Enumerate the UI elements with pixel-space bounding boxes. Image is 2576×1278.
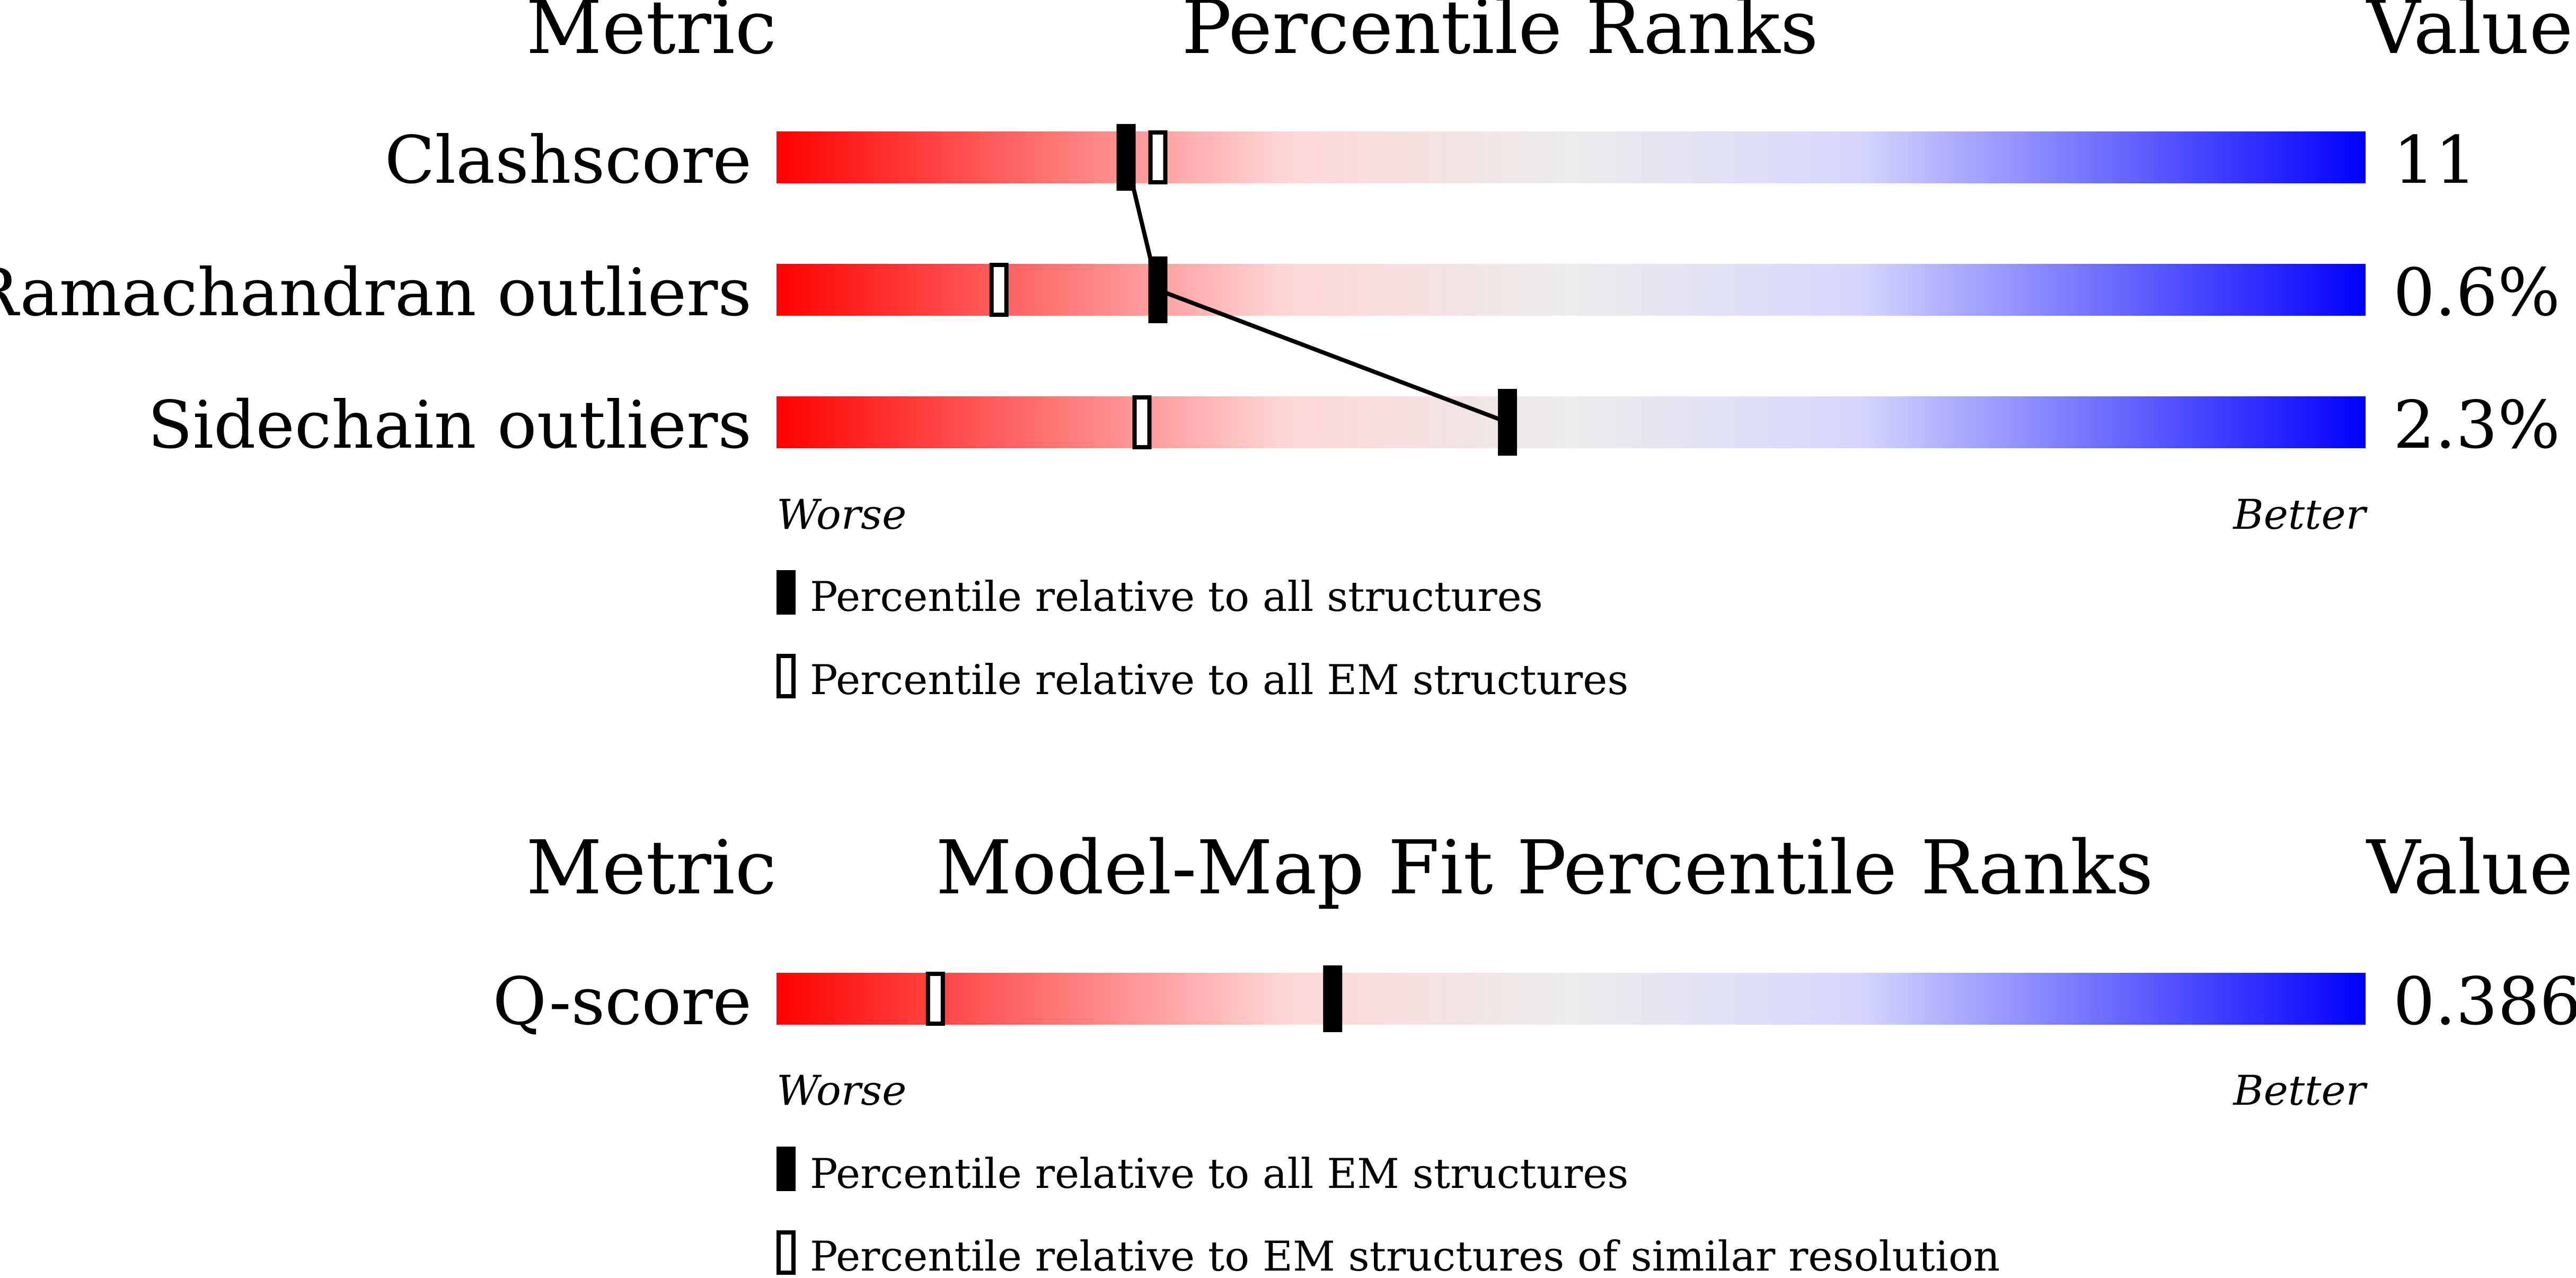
legend-item-label: Percentile relative to all EM structures — [810, 656, 1628, 704]
legend-filled-marker-icon — [777, 1147, 796, 1191]
legend: Percentile relative to all structures Pe… — [777, 570, 1628, 704]
marker-all-em-structures — [1323, 965, 1343, 1032]
metric-header: Metric — [526, 0, 777, 71]
chart-title: Model-Map Fit Percentile Ranks — [936, 825, 2153, 911]
metric-value: 11 — [2393, 122, 2477, 199]
worse-label: Worse — [777, 1067, 906, 1115]
legend: Percentile relative to all EM structures… — [777, 1147, 2000, 1278]
metric-row-sidechain-outliers: Sidechain outliers 2.3% — [148, 387, 2561, 464]
worse-label: Worse — [777, 491, 906, 539]
metric-label: Ramachandran outliers — [0, 255, 752, 331]
percentile-bar — [777, 973, 2366, 1025]
metric-row-clashscore: Clashscore 11 — [385, 122, 2477, 199]
percentile-bar — [777, 264, 2366, 316]
metric-row-q-score: Q-score 0.386 — [493, 964, 2576, 1040]
legend-filled-marker-icon — [777, 570, 796, 615]
legend-item-label: Percentile relative to EM structures of … — [810, 1233, 2000, 1278]
marker-all-structures — [1116, 124, 1136, 191]
legend-outline-marker-icon — [777, 1230, 796, 1275]
panel-percentile-ranks: Metric Percentile Ranks Value Clashscore… — [0, 0, 2573, 704]
chart-title: Percentile Ranks — [1181, 0, 1818, 71]
marker-em-structures — [1132, 395, 1152, 449]
legend-item-label: Percentile relative to all structures — [810, 573, 1543, 621]
percentile-bar — [777, 131, 2366, 183]
value-header: Value — [2366, 0, 2573, 71]
metric-label: Clashscore — [385, 122, 752, 199]
legend-item-label: Percentile relative to all EM structures — [810, 1150, 1628, 1198]
marker-similar-resolution — [925, 972, 945, 1026]
metric-value: 0.6% — [2393, 255, 2560, 331]
metric-value: 2.3% — [2393, 387, 2560, 464]
better-label: Better — [2232, 491, 2368, 539]
legend-outline-marker-icon — [777, 654, 796, 698]
metric-label: Q-score — [493, 964, 752, 1040]
metric-header: Metric — [526, 825, 777, 911]
metric-label: Sidechain outliers — [148, 387, 752, 464]
marker-em-structures — [1148, 130, 1168, 184]
better-label: Better — [2232, 1067, 2368, 1115]
marker-all-structures — [1498, 389, 1518, 456]
metric-row-ramachandran-outliers: Ramachandran outliers 0.6% — [0, 255, 2560, 331]
value-header: Value — [2366, 825, 2573, 911]
marker-all-structures — [1148, 256, 1168, 323]
percentile-bar — [777, 396, 2366, 448]
panel-model-map-fit: Metric Model-Map Fit Percentile Ranks Va… — [493, 825, 2576, 1278]
marker-em-structures — [989, 263, 1009, 317]
metric-value: 0.386 — [2393, 964, 2576, 1040]
